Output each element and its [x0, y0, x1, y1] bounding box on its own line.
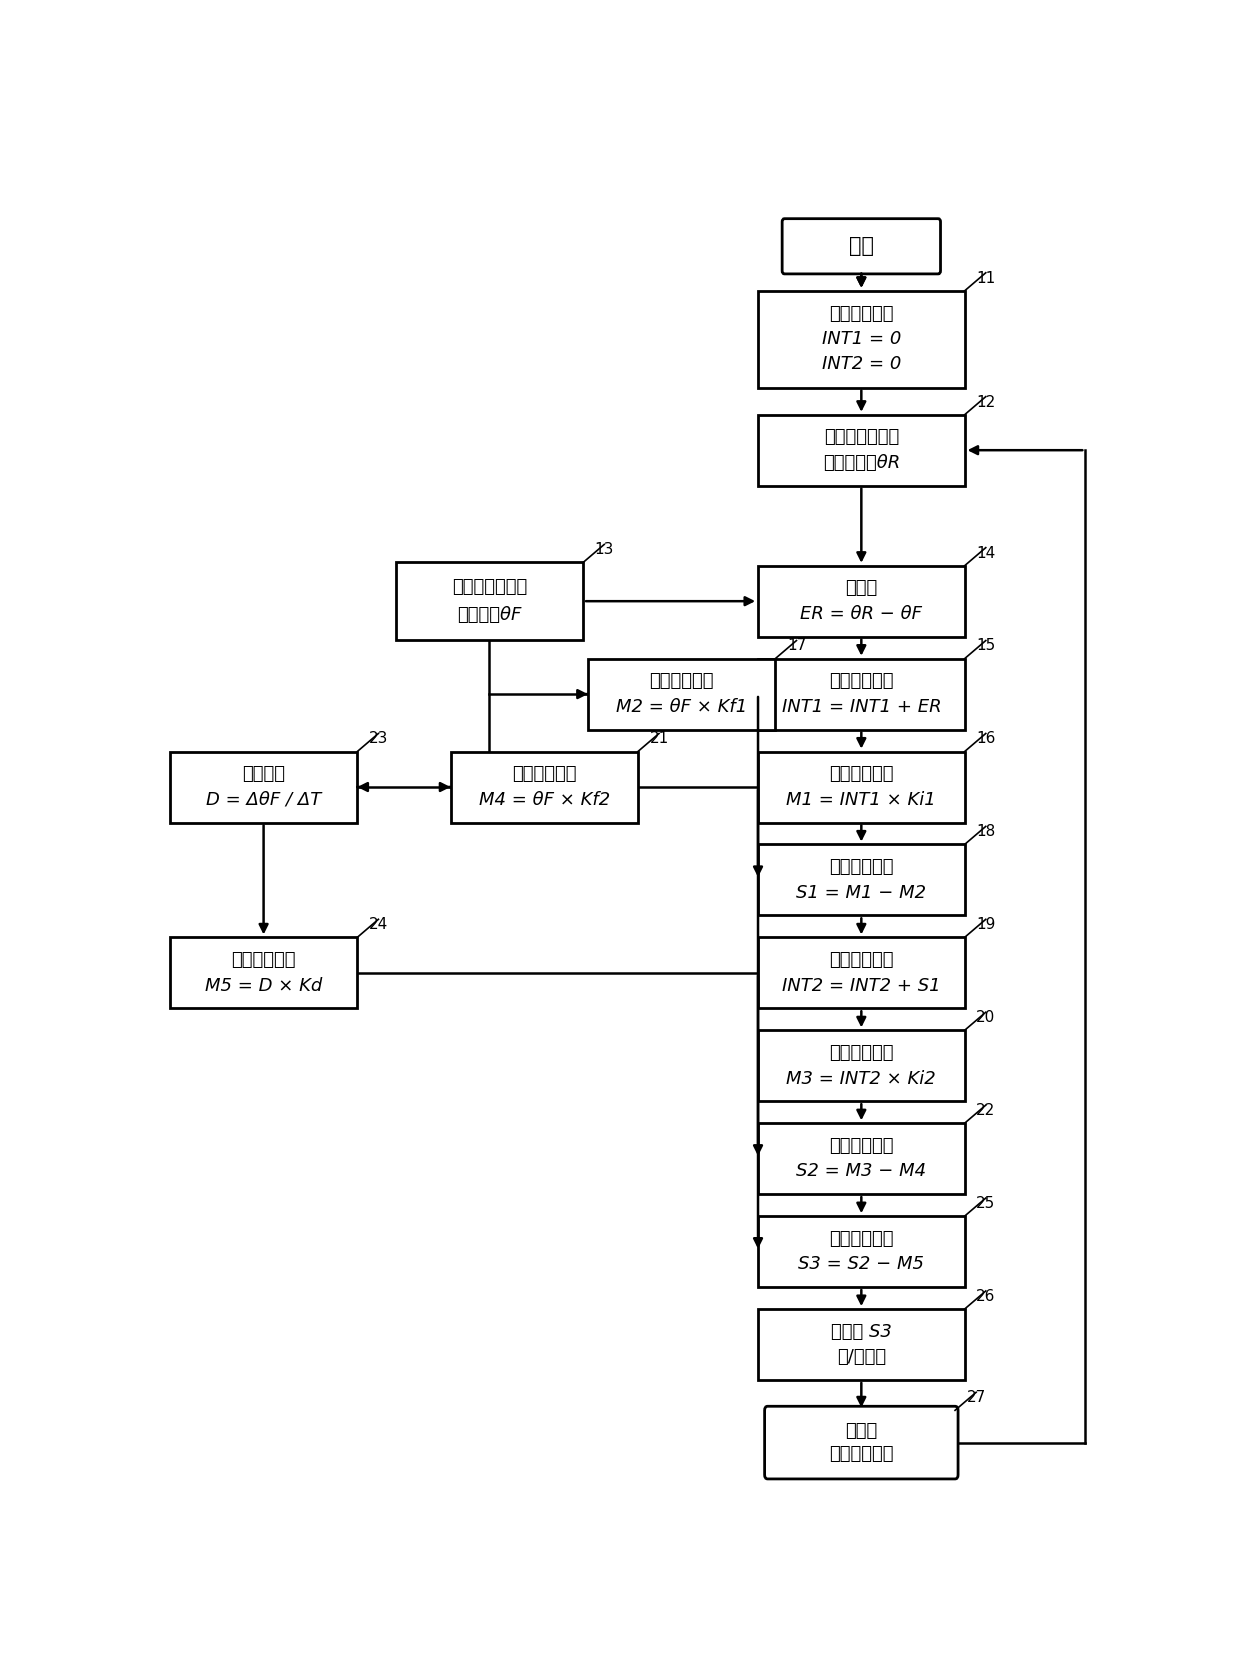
- Bar: [758, 1309, 965, 1379]
- Bar: [758, 1031, 965, 1101]
- Text: 27: 27: [966, 1389, 986, 1404]
- Text: 19: 19: [976, 917, 996, 932]
- Text: 26: 26: [976, 1289, 996, 1304]
- Text: M5 = D × Kd: M5 = D × Kd: [205, 977, 322, 994]
- Text: M3 = INT2 × Ki2: M3 = INT2 × Ki2: [786, 1069, 936, 1088]
- Text: 15: 15: [976, 639, 996, 654]
- Text: ER = θR − θF: ER = θR − θF: [800, 605, 923, 623]
- Bar: [758, 566, 965, 637]
- Bar: [170, 937, 357, 1009]
- Text: 控制信号输出: 控制信号输出: [830, 1445, 894, 1463]
- Text: 14: 14: [976, 545, 996, 560]
- Bar: [450, 751, 637, 823]
- Bar: [758, 659, 965, 729]
- FancyBboxPatch shape: [765, 1406, 959, 1478]
- Text: 一次乘法运算: 一次乘法运算: [830, 766, 894, 783]
- Bar: [170, 751, 357, 823]
- Text: 16: 16: [976, 731, 996, 746]
- Text: M4 = θF × Kf2: M4 = θF × Kf2: [479, 791, 610, 810]
- Bar: [758, 1217, 965, 1287]
- Text: 数/模转换: 数/模转换: [837, 1348, 885, 1366]
- Bar: [758, 751, 965, 823]
- Text: 25: 25: [976, 1197, 996, 1212]
- Text: 二次累加积分: 二次累加积分: [830, 950, 894, 969]
- Text: 13: 13: [595, 543, 614, 558]
- Text: 18: 18: [976, 825, 996, 840]
- Text: D = ΔθF / ΔT: D = ΔθF / ΔT: [206, 791, 321, 810]
- FancyBboxPatch shape: [782, 218, 940, 273]
- Text: 12: 12: [976, 394, 996, 409]
- Text: 反馈信号θF: 反馈信号θF: [458, 607, 522, 623]
- Text: 二次乘法运算: 二次乘法运算: [650, 672, 714, 691]
- Text: 二次减法运算: 二次减法运算: [830, 1136, 894, 1155]
- Text: 11: 11: [976, 270, 996, 285]
- Text: 取误差: 取误差: [846, 580, 878, 597]
- Text: 24: 24: [368, 917, 388, 932]
- Text: 17: 17: [787, 639, 806, 654]
- Text: 22: 22: [976, 1103, 996, 1118]
- Bar: [758, 414, 965, 486]
- Text: 量指令信号θR: 量指令信号θR: [822, 454, 900, 473]
- Text: 20: 20: [976, 1011, 996, 1026]
- Text: INT1 = 0: INT1 = 0: [822, 330, 901, 349]
- Text: S2 = M3 − M4: S2 = M3 − M4: [796, 1163, 926, 1180]
- Text: M1 = INT1 × Ki1: M1 = INT1 × Ki1: [786, 791, 936, 810]
- Text: 采集光电编码器: 采集光电编码器: [451, 578, 527, 597]
- Text: 23: 23: [368, 731, 388, 746]
- Text: 模拟量: 模拟量: [846, 1421, 878, 1440]
- Text: S1 = M1 − M2: S1 = M1 − M2: [796, 883, 926, 902]
- Text: 初始化积分器: 初始化积分器: [830, 305, 894, 323]
- Bar: [588, 659, 775, 729]
- Text: INT2 = 0: INT2 = 0: [822, 355, 901, 374]
- Text: S3 = S2 − M5: S3 = S2 − M5: [799, 1255, 924, 1274]
- Text: 三次乘法运算: 三次乘法运算: [830, 1044, 894, 1063]
- Bar: [758, 1123, 965, 1195]
- Bar: [758, 845, 965, 915]
- Bar: [758, 292, 965, 387]
- Text: 五次乘法运算: 五次乘法运算: [232, 950, 296, 969]
- Text: 21: 21: [650, 731, 668, 746]
- Text: INT2 = INT2 + S1: INT2 = INT2 + S1: [782, 977, 941, 994]
- Text: 开始: 开始: [849, 236, 874, 256]
- Text: 一次累加积分: 一次累加积分: [830, 672, 894, 691]
- Text: 数字量 S3: 数字量 S3: [831, 1322, 892, 1341]
- Text: 一次减法运算: 一次减法运算: [830, 858, 894, 877]
- Text: M2 = θF × Kf1: M2 = θF × Kf1: [616, 697, 748, 716]
- Text: 三次减法运算: 三次减法运算: [830, 1230, 894, 1249]
- Bar: [758, 937, 965, 1009]
- Text: INT1 = INT1 + ER: INT1 = INT1 + ER: [781, 697, 941, 716]
- Bar: [396, 563, 583, 640]
- Text: 四次乘法运算: 四次乘法运算: [512, 766, 577, 783]
- Text: 输入角位移数字: 输入角位移数字: [823, 429, 899, 446]
- Text: 差分运算: 差分运算: [242, 766, 285, 783]
